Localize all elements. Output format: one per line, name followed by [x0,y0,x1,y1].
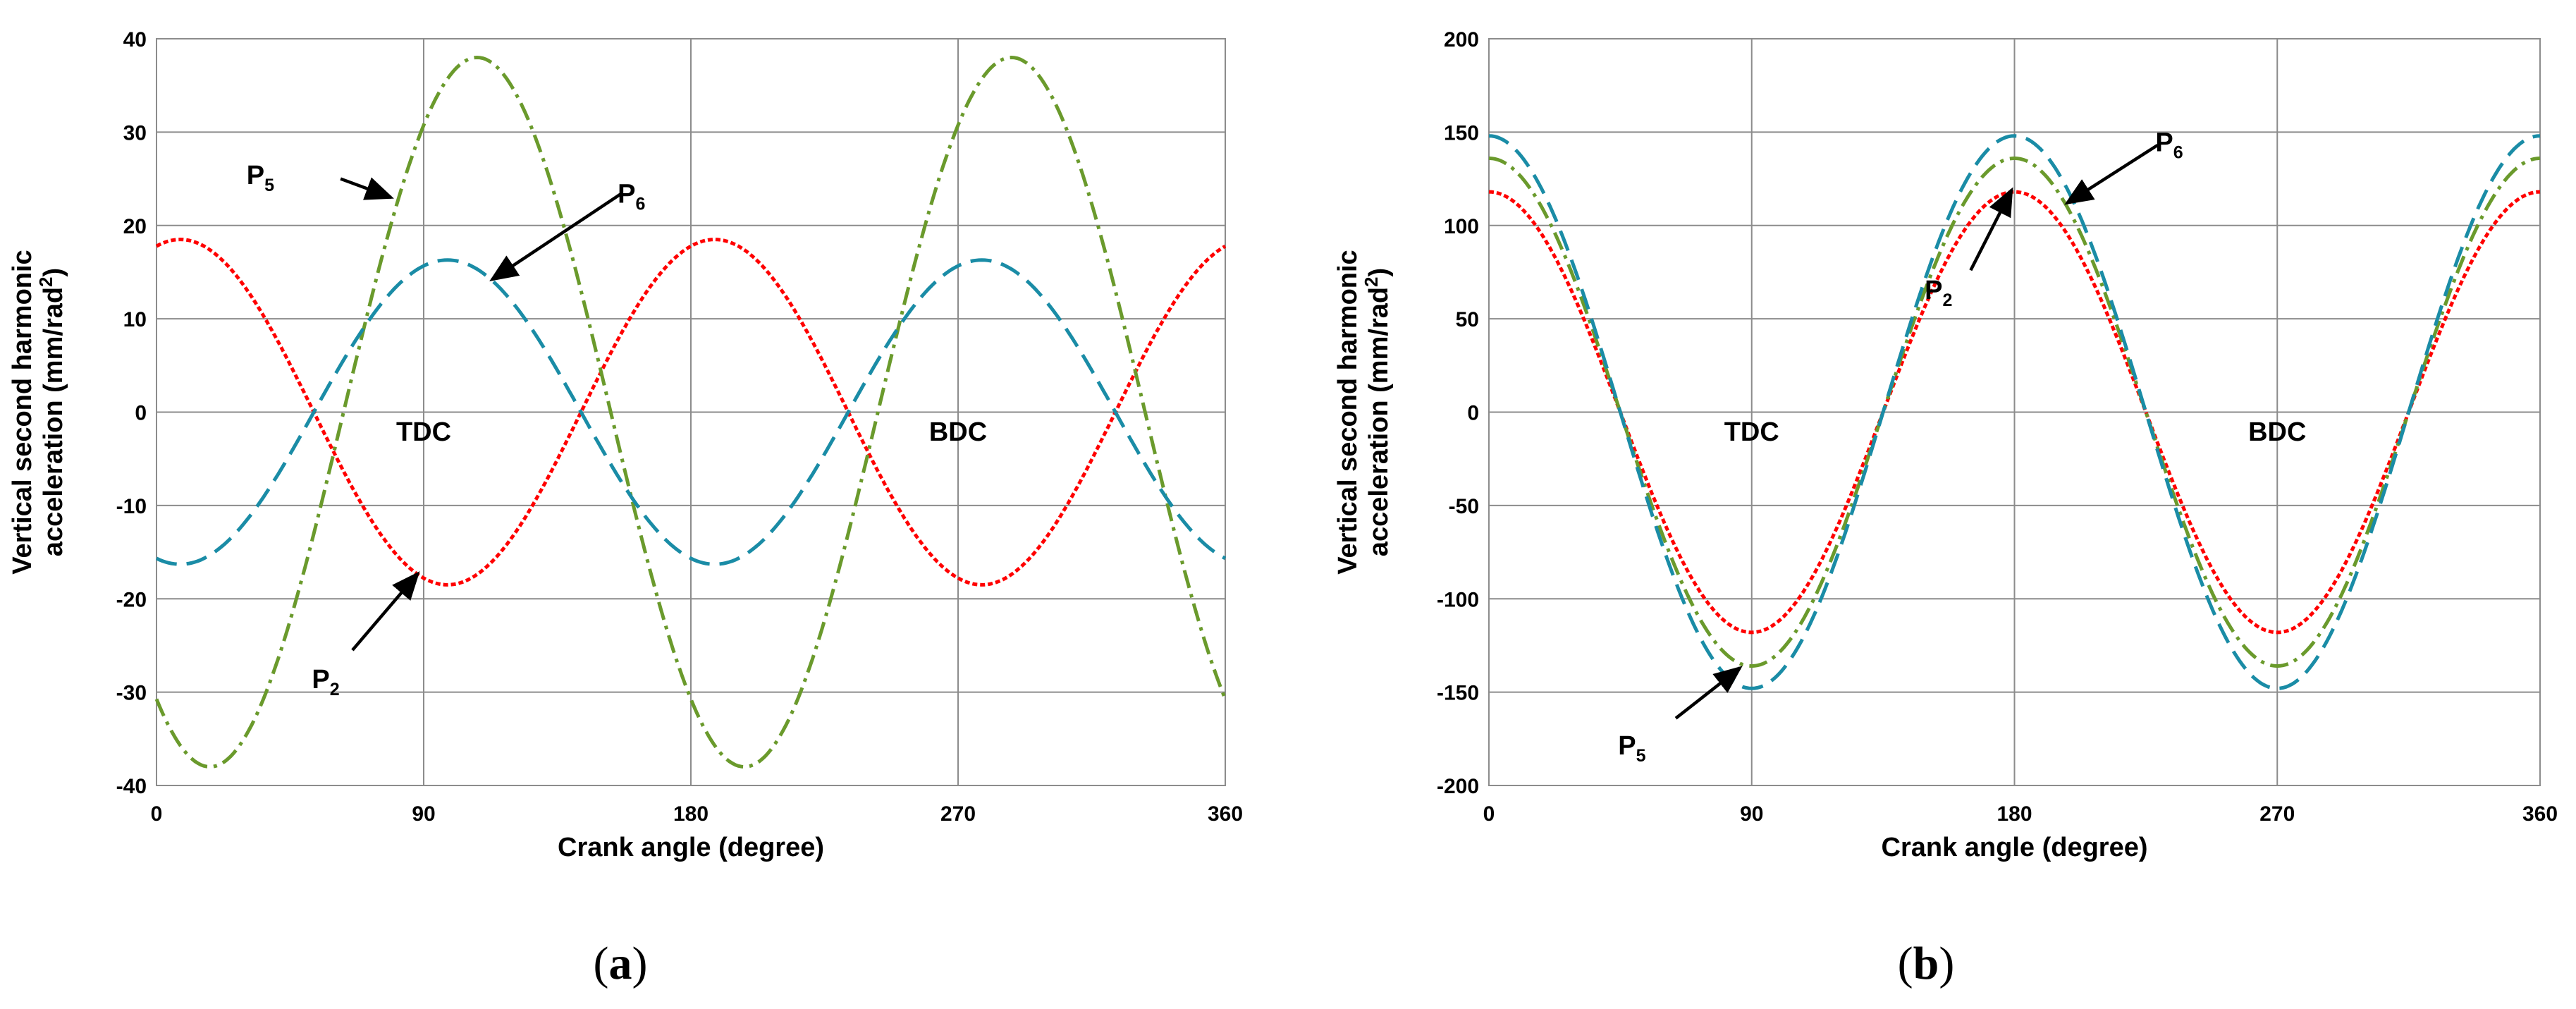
chart-b-xtick-label: 360 [2522,802,2558,826]
chart-b-ytick-label: -200 [1437,775,1479,798]
chart-b-label-tdc: TDC [1724,417,1779,447]
chart-b-arrow-p6 [2064,144,2159,205]
chart-b-xtick-label: 180 [1997,802,2032,826]
chart-a-annotation-p6: P6 [618,179,645,214]
chart-b-xtick-label: 0 [1483,802,1495,826]
chart-a-label-bdc: BDC [929,417,987,447]
chart-a-arrow-p6 [489,191,624,282]
chart-a-annotation-p5: P5 [247,161,274,195]
chart-b-ytick-label: 0 [1467,402,1479,425]
chart-b-ytick-label: 150 [1444,121,1479,145]
chart-b-ytick-label: 100 [1444,215,1479,238]
chart-a-ytick-label: -10 [116,495,147,518]
chart-b-caption: (b) [1898,938,1955,989]
chart-b-ytick-label: -50 [1449,495,1479,518]
chart-a-xtick-label: 360 [1208,802,1243,826]
panel-a-chart: -40 -30 -20 -10 0 10 20 30 40 0 90 180 270 360 Crank a… [8,28,1243,989]
chart-a-series-p5 [154,55,1227,769]
chart-b-series-p6 [1488,134,2541,690]
chart-a-arrow-p2 [351,571,420,652]
chart-b-arrow-p5 [1674,666,1743,720]
chart-a-xtick-label: 180 [673,802,709,826]
chart-a-xtick-label: 270 [940,802,976,826]
chart-b-ylabel: Vertical second harmonicacceleration (mm… [1333,250,1394,574]
chart-a-plot-frame [156,38,1226,786]
chart-b-ytick-label: -100 [1437,588,1479,611]
chart-a-ylabel: Vertical second harmonicacceleration (mm… [8,250,68,574]
chart-b-arrow-p2 [1969,187,2013,271]
chart-b-series-p5 [1488,156,2541,668]
chart-b-plot-frame [1488,38,2541,786]
chart-a-xtick-label: 0 [151,802,163,826]
chart-b-series-p2 [1488,190,2541,635]
chart-a-ytick-label: 10 [123,308,147,331]
chart-b-ytick-label: 50 [1456,308,1479,331]
chart-a-ytick-label: 30 [123,121,147,145]
chart-b-ytick-label: -150 [1437,682,1479,705]
chart-b-annotation-p5: P5 [1618,731,1645,766]
chart-b-xlabel: Crank angle (degree) [1882,833,2148,862]
chart-a-arrow-p5 [340,177,394,200]
chart-a-caption: (a) [594,938,648,989]
chart-a-ytick-label: -40 [116,775,147,798]
chart-a-series-p6 [155,258,1227,566]
chart-a-annotation-p2: P2 [312,665,339,699]
panel-b-chart: -200 -150 -100 -50 0 50 100 150 200 0 90 180 270 360 C… [1333,28,2558,989]
chart-a-xtick-label: 90 [412,802,435,826]
chart-a-ytick-label: 0 [135,402,147,425]
chart-a-label-tdc: TDC [396,417,451,447]
chart-b-xtick-label: 270 [2259,802,2295,826]
chart-b-annotation-p6: P6 [2155,128,2183,163]
chart-b-ytick-label: 200 [1444,28,1479,51]
chart-a-ytick-label: 40 [123,28,147,51]
chart-a-ytick-label: -20 [116,588,147,611]
chart-a-xlabel: Crank angle (degree) [558,833,824,862]
chart-b-label-bdc: BDC [2248,417,2306,447]
chart-a-series-p2 [155,238,1227,587]
chart-a-ytick-label: 20 [123,215,147,238]
chart-b-xtick-label: 90 [1740,802,1763,826]
chart-b-annotation-p2: P2 [1925,276,1952,310]
chart-a-ytick-label: -30 [116,682,147,705]
